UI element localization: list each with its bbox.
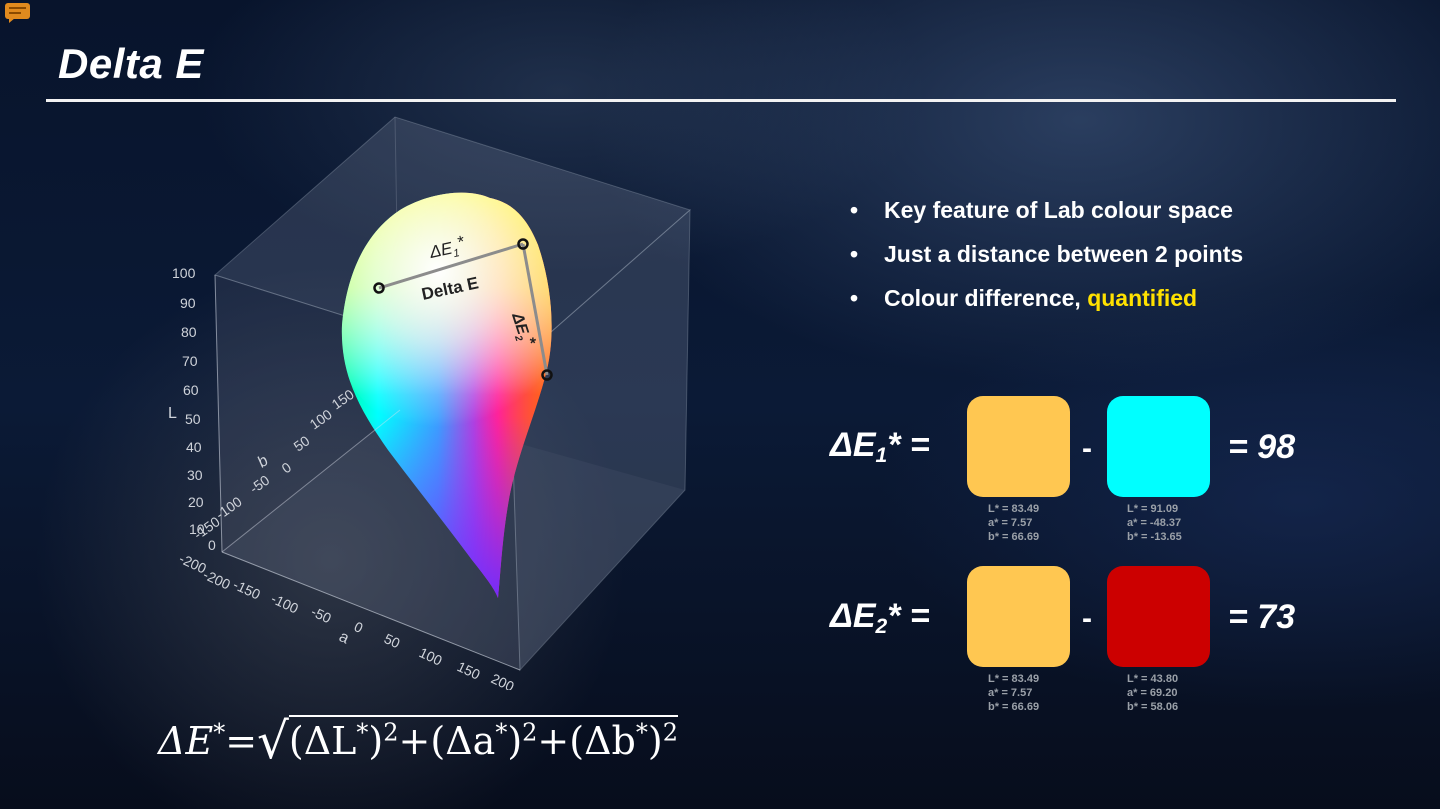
svg-text:-200: -200 (201, 566, 233, 592)
svg-text:150: 150 (455, 658, 483, 682)
comment-icon[interactable] (4, 2, 31, 24)
svg-text:-100: -100 (269, 590, 301, 616)
title-divider (46, 99, 1396, 102)
svg-text:80: 80 (181, 324, 197, 340)
svg-text:0: 0 (208, 537, 216, 553)
delta-e1-result: = 98 (1228, 428, 1296, 466)
minus-sign: - (1082, 602, 1092, 635)
minus-sign: - (1082, 432, 1092, 465)
swatch-1a (967, 396, 1070, 497)
lab-gamut-plot: ΔE1* Delta E ΔE2* 100 90 80 70 60 50 40 … (168, 116, 691, 690)
bullet-item: • Just a distance between 2 points (850, 241, 1244, 267)
bullet-item: • Colour difference, quantified (850, 285, 1198, 311)
l-axis-label: L (168, 405, 177, 422)
svg-text:-50: -50 (309, 603, 334, 626)
bullet-item: • Key feature of Lab colour space (850, 197, 1233, 223)
delta-e1-label: ΔE1* (426, 232, 468, 265)
svg-text:60: 60 (183, 382, 199, 398)
swatch-2b (1107, 566, 1210, 667)
svg-text:30: 30 (187, 467, 203, 483)
delta-e2-equation-label: ΔE2* = (830, 597, 930, 638)
swatch-2a-values: L* = 83.49 a* = 7.57 b* = 66.69 (988, 673, 1040, 713)
svg-text:100: 100 (417, 644, 445, 668)
delta-e2-label: ΔE2* (505, 309, 539, 350)
slide-title: Delta E (58, 40, 204, 87)
delta-e1-equation-label: ΔE1* = (830, 426, 930, 467)
svg-text:200: 200 (489, 670, 517, 690)
svg-text:20: 20 (188, 494, 204, 510)
delta-e2-result: = 73 (1228, 598, 1296, 636)
highlight-text: quantified (1087, 285, 1198, 311)
bullet-list: • Key feature of Lab colour space • Just a… (850, 194, 1243, 326)
svg-text:50: 50 (382, 630, 403, 651)
delta-e-formula: ΔE*=√(ΔL*)2+(Δa*)2+(Δb*)2 (158, 712, 678, 770)
svg-text:50: 50 (185, 411, 201, 427)
swatch-1b (1107, 396, 1210, 497)
swatch-2b-values: L* = 43.80 a* = 69.20 b* = 58.06 (1127, 673, 1179, 713)
svg-text:100: 100 (172, 265, 196, 281)
svg-text:70: 70 (182, 353, 198, 369)
swatch-1b-values: L* = 91.09 a* = -48.37 b* = -13.65 (1127, 503, 1182, 543)
svg-text:-150: -150 (231, 576, 263, 602)
l-axis-ticks: 100 90 80 70 60 50 40 30 20 10 0 (172, 265, 216, 553)
svg-text:10: 10 (189, 521, 205, 537)
svg-text:0: 0 (352, 618, 366, 636)
svg-text:40: 40 (186, 439, 202, 455)
svg-text:90: 90 (180, 295, 196, 311)
swatch-2a (967, 566, 1070, 667)
a-axis-label: a (336, 628, 351, 647)
swatch-1a-values: L* = 83.49 a* = 7.57 b* = 66.69 (988, 503, 1040, 543)
